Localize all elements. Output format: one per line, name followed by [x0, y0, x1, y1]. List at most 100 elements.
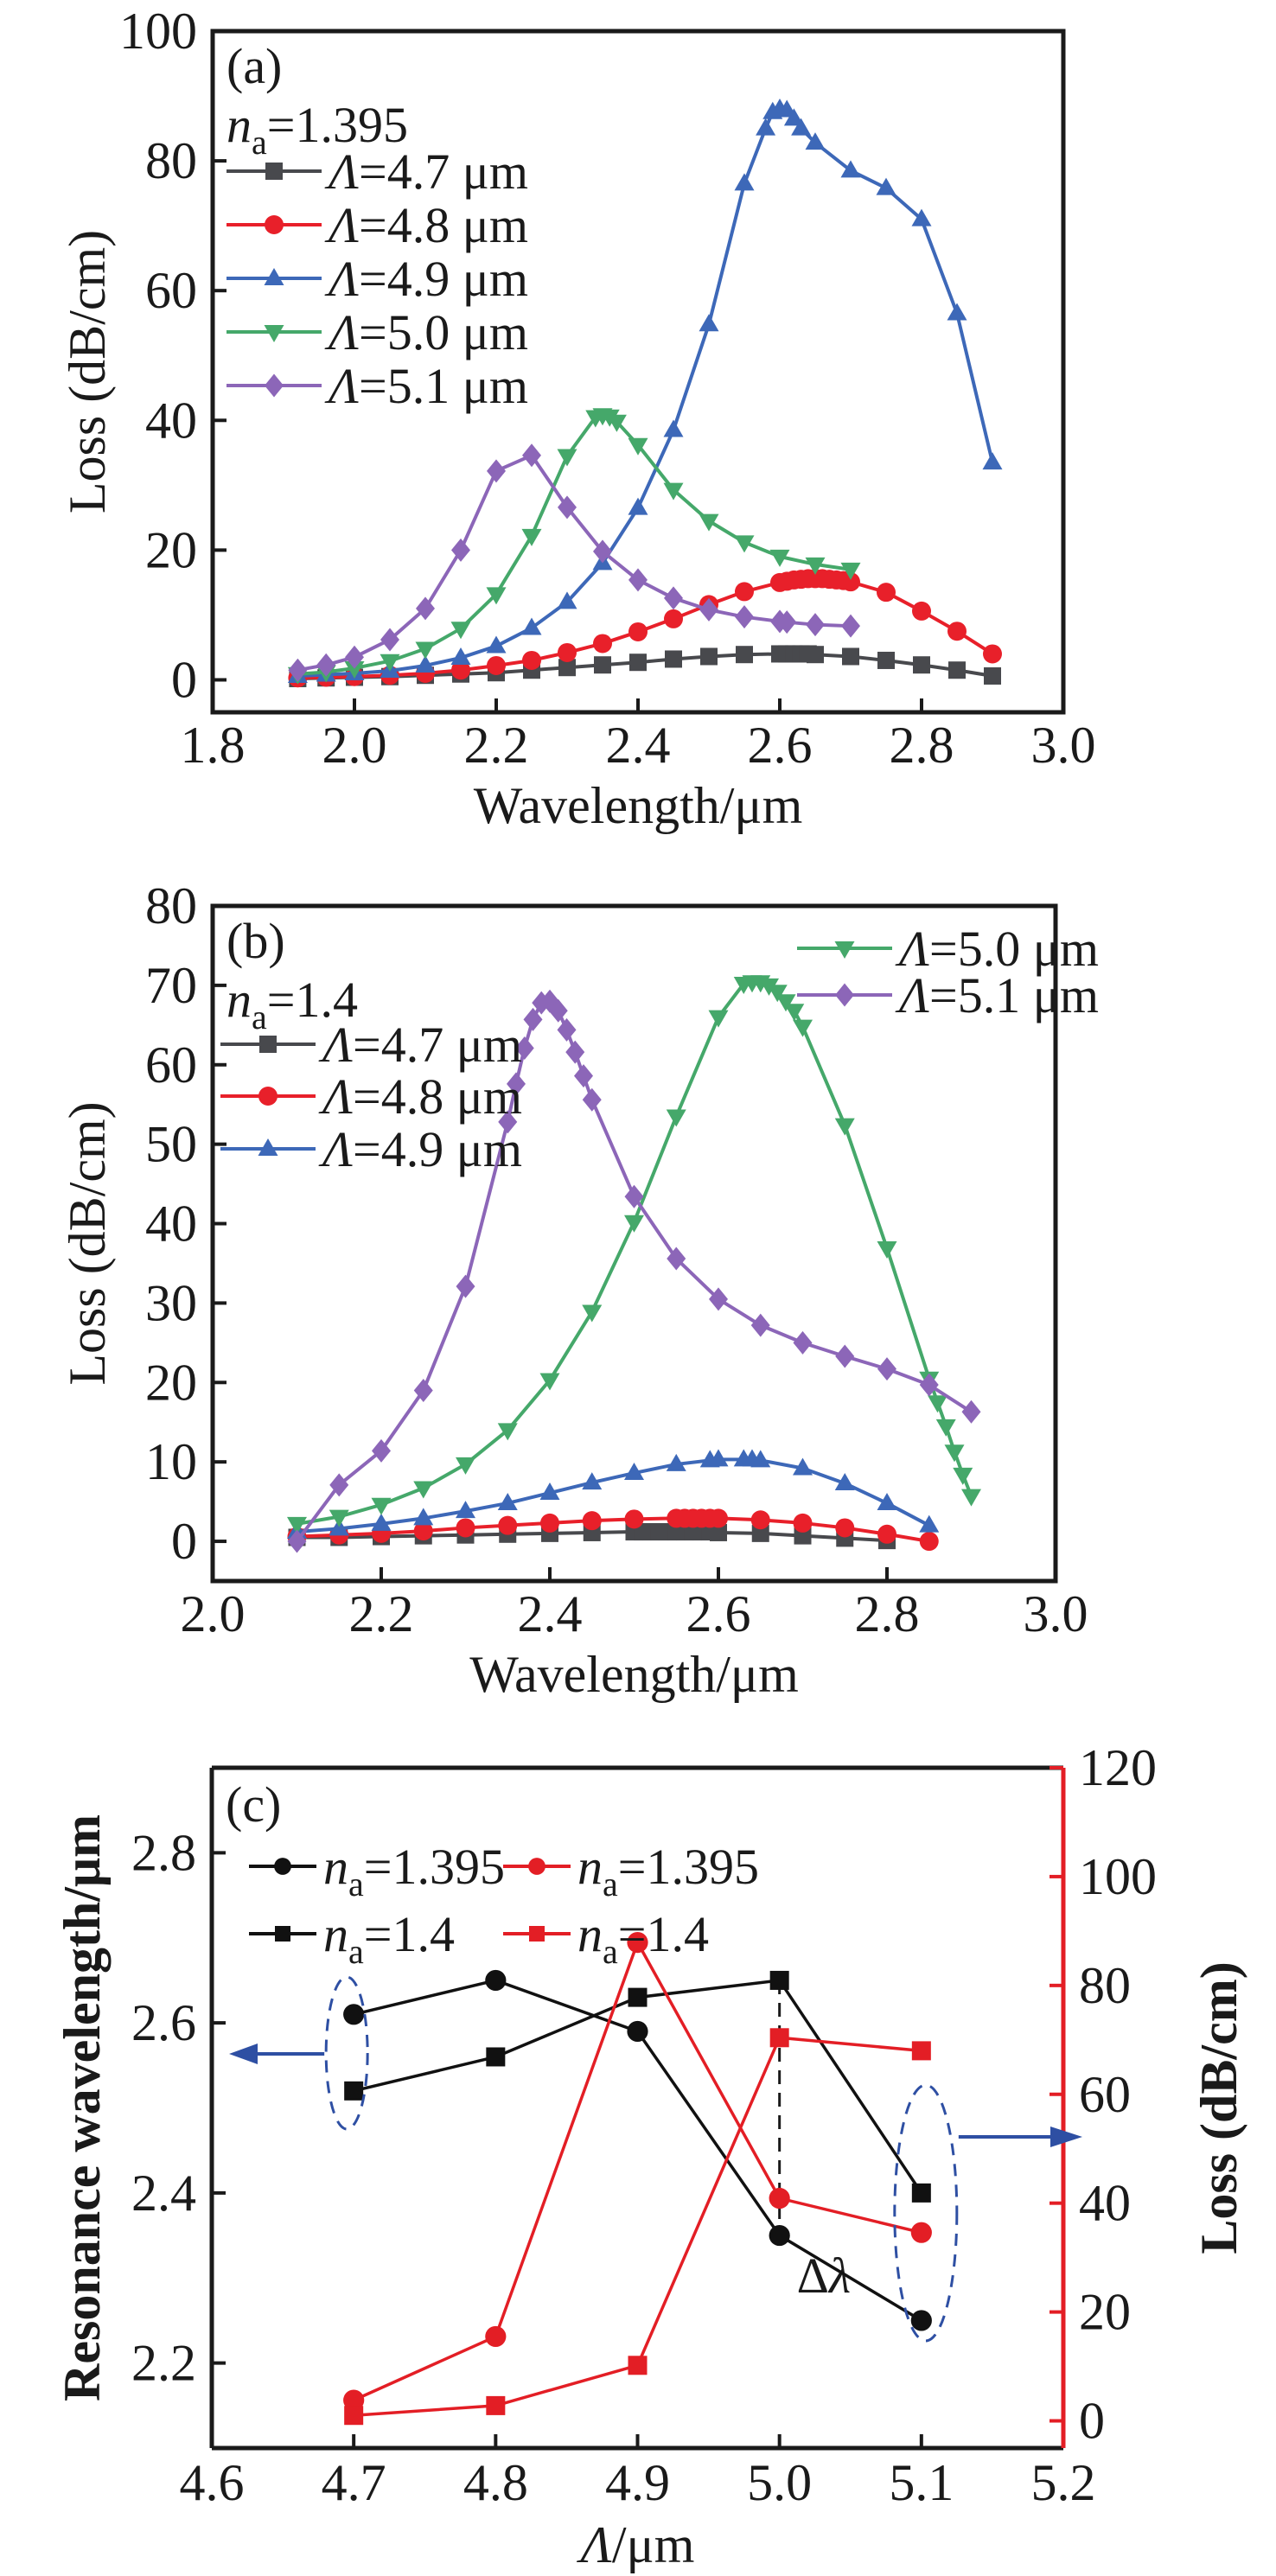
- data-point: [507, 1072, 526, 1096]
- data-point: [371, 1497, 392, 1515]
- legend-value: =4.9 μm: [359, 251, 528, 307]
- data-point: [624, 1215, 644, 1233]
- y2-tick-label: 80: [1079, 1957, 1131, 2014]
- x-tick-label: 2.2: [464, 717, 529, 774]
- lambda-symbol: Λ: [324, 304, 359, 360]
- legend-label: Λ=4.8 μm: [324, 197, 528, 253]
- data-point: [451, 660, 470, 680]
- data-point: [791, 118, 812, 136]
- data-point: [558, 495, 577, 520]
- data-point: [344, 2406, 364, 2426]
- data-point: [344, 2081, 364, 2101]
- refractive-index-annotation: na=1.4: [323, 1906, 455, 1971]
- lambda-symbol: Λ: [318, 1121, 353, 1177]
- x-tick-label: 2.8: [890, 717, 954, 774]
- y-axis-label: Resonance wavelength/μm: [54, 1814, 111, 2401]
- data-point: [750, 1313, 770, 1337]
- y-tick-label: 0: [171, 1513, 197, 1570]
- data-point: [372, 1438, 391, 1463]
- y2-tick-label: 20: [1079, 2284, 1131, 2341]
- y-tick-label: 40: [145, 1196, 197, 1253]
- data-point: [841, 572, 860, 592]
- data-point: [497, 1492, 518, 1510]
- data-point: [708, 1449, 729, 1467]
- data-point: [345, 645, 364, 669]
- refractive-index-annotation: na=1.395: [577, 1839, 759, 1903]
- data-point: [664, 609, 683, 628]
- data-point: [750, 1450, 771, 1468]
- data-point: [700, 647, 718, 666]
- refractive-index-annotation: na=1.4: [226, 972, 358, 1036]
- data-point: [582, 1511, 602, 1531]
- data-point: [769, 2028, 789, 2048]
- data-point: [664, 586, 683, 610]
- data-point: [911, 2041, 931, 2061]
- data-point: [498, 1515, 518, 1535]
- panel-label: (b): [226, 913, 285, 969]
- data-point: [735, 605, 754, 629]
- data-point: [982, 452, 1003, 470]
- y2-tick-label: 40: [1079, 2175, 1131, 2232]
- legend-value: =5.1 μm: [359, 358, 528, 414]
- subscript-a: a: [348, 1932, 364, 1971]
- refractive-index-annotation: na=1.395: [323, 1839, 505, 1903]
- data-point: [456, 1274, 475, 1298]
- legend-label: Λ=5.1 μm: [324, 358, 528, 414]
- right-axis-group-ellipse: [893, 2083, 959, 2343]
- data-point: [947, 622, 967, 641]
- data-point: [487, 655, 506, 675]
- legend-value: =4.8 μm: [353, 1068, 522, 1125]
- legend-value: =4.7 μm: [353, 1017, 522, 1073]
- data-point: [911, 2183, 931, 2203]
- data-point: [558, 642, 577, 662]
- legend-value: =5.0 μm: [929, 921, 1099, 977]
- legend-marker-diamond: [835, 983, 854, 1007]
- series-L4_9: [287, 1449, 940, 1540]
- data-point: [709, 1287, 728, 1311]
- data-point: [380, 628, 399, 652]
- data-point: [486, 2395, 506, 2415]
- data-point: [708, 1010, 729, 1028]
- y-tick-label: 80: [145, 877, 197, 934]
- panel-b-loss-vs-wavelength-na-14: 2.0 2.2 2.4 2.6 2.8 3.0 0 10 20 30 40 50 60 70 80 Wavel…: [59, 877, 1099, 1703]
- y-tick-label: 70: [145, 957, 197, 1014]
- legend-label: Λ=5.1 μm: [895, 967, 1099, 1023]
- data-point: [523, 1007, 543, 1031]
- data-point: [961, 1489, 981, 1507]
- n-symbol: n: [226, 97, 252, 153]
- data-point: [777, 610, 797, 634]
- data-point: [413, 1508, 434, 1526]
- data-point: [750, 1510, 770, 1530]
- data-point: [624, 1463, 644, 1481]
- y-tick-label: 50: [145, 1116, 197, 1173]
- series-L5_1: [287, 989, 981, 1553]
- data-point: [663, 482, 684, 501]
- legend-value: =4.8 μm: [359, 197, 528, 253]
- x-axis-label: Wavelength/μm: [469, 1646, 799, 1703]
- delta-lambda-label: Δλ: [797, 2248, 851, 2304]
- legend-value: =4.9 μm: [353, 1121, 522, 1177]
- data-point: [522, 650, 541, 670]
- data-point: [486, 2047, 506, 2067]
- data-point: [548, 998, 568, 1023]
- x-tick-label: 5.2: [1031, 2454, 1096, 2511]
- data-point: [769, 549, 790, 567]
- series-left-square: [344, 1970, 931, 2203]
- data-point: [699, 314, 719, 332]
- data-point: [834, 1472, 855, 1490]
- data-point: [557, 449, 577, 467]
- data-point: [734, 173, 755, 191]
- data-point: [415, 641, 436, 660]
- panel-label: (c): [226, 1776, 281, 1833]
- data-point: [486, 635, 507, 654]
- data-point: [456, 1457, 475, 1475]
- data-point: [709, 1508, 728, 1528]
- data-point: [344, 660, 365, 679]
- data-point: [371, 1513, 392, 1531]
- series-left-circle: [343, 1969, 932, 2331]
- data-point: [498, 1110, 518, 1134]
- legend-marker-square: [265, 163, 283, 180]
- x-tick-label: 5.0: [747, 2454, 812, 2511]
- index-value: =1.395: [364, 1839, 505, 1895]
- legend-marker-circle: [274, 1858, 291, 1875]
